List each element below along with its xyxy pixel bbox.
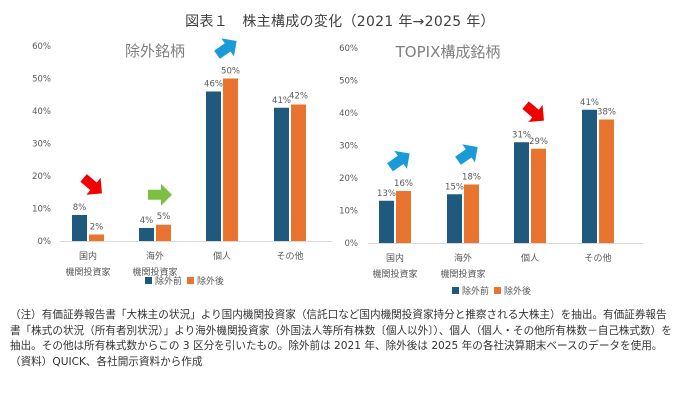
left-chart-bar-after bbox=[89, 234, 104, 241]
source-text: （資料）QUICK、各社開示資料から作成 bbox=[10, 355, 203, 368]
left-chart-bar-before bbox=[139, 228, 154, 241]
right-chart-legend-label: 除外前 bbox=[462, 285, 489, 297]
right-chart-category-label: 国内 bbox=[386, 252, 404, 264]
left-chart-data-label: 50% bbox=[221, 67, 240, 77]
right-chart-data-label: 13% bbox=[377, 189, 396, 199]
left-chart-data-label: 42% bbox=[289, 92, 308, 102]
left-chart-category-label: 海外 bbox=[146, 250, 164, 262]
note-text: （注）有価証券報告書「大株主の状況」より国内機関投資家（信託口など国内機関投資家… bbox=[10, 309, 672, 353]
arrow-down-icon bbox=[80, 174, 102, 195]
left-chart-category-label: 国内 bbox=[79, 250, 97, 262]
right-chart-bar-before bbox=[514, 142, 529, 243]
left-chart-legend-swatch-before bbox=[145, 277, 152, 284]
left-chart-bar-after bbox=[223, 78, 238, 241]
right-chart-ytick-label: 10% bbox=[339, 207, 358, 217]
left-chart-legend-label: 除外後 bbox=[197, 275, 224, 287]
right-chart-ytick-label: 20% bbox=[339, 174, 358, 184]
right-chart-bar-before bbox=[582, 109, 597, 243]
arrow-up-icon bbox=[455, 144, 478, 165]
left-chart-data-label: 8% bbox=[73, 203, 87, 213]
right-chart-data-label: 38% bbox=[597, 108, 616, 118]
left-chart-ytick-label: 0% bbox=[38, 237, 52, 247]
left-chart-category-label: 機関投資家 bbox=[132, 266, 177, 278]
left-chart-legend-swatch-after bbox=[187, 277, 194, 284]
right-chart-ytick-label: 0% bbox=[345, 239, 359, 249]
right-chart-category-label: 個人 bbox=[521, 252, 539, 264]
left-chart-ytick-label: 30% bbox=[32, 140, 51, 150]
right-chart-legend-swatch-after bbox=[494, 287, 501, 294]
left-chart-data-label: 5% bbox=[157, 212, 171, 222]
left-chart-bar-after bbox=[156, 224, 171, 241]
left-chart-ytick-label: 50% bbox=[32, 75, 51, 85]
left-chart-category-label: 個人 bbox=[213, 250, 231, 262]
right-chart-bar-after bbox=[464, 184, 479, 243]
right-chart-ytick-label: 60% bbox=[339, 44, 358, 54]
right-chart-category-label: 海外 bbox=[454, 252, 472, 264]
left-chart-ytick-label: 40% bbox=[32, 107, 51, 117]
left-chart-data-label: 46% bbox=[204, 80, 223, 90]
left-chart-ytick-label: 10% bbox=[32, 205, 51, 215]
right-chart-data-label: 41% bbox=[580, 98, 599, 108]
left-chart-ytick-label: 20% bbox=[32, 172, 51, 182]
left-chart-data-label: 4% bbox=[140, 216, 154, 226]
left-chart-title: 除外銘柄 bbox=[125, 42, 185, 60]
left-chart-bar-after bbox=[291, 104, 306, 241]
right-chart-ytick-label: 30% bbox=[339, 142, 358, 152]
right-chart-title: TOPIX構成銘柄 bbox=[395, 43, 501, 61]
right-chart-data-label: 29% bbox=[529, 137, 548, 147]
arrow-up-icon bbox=[214, 38, 237, 59]
right-chart-data-label: 16% bbox=[394, 179, 413, 189]
right-chart-data-label: 18% bbox=[462, 173, 481, 183]
right-chart-bar-after bbox=[599, 119, 614, 243]
left-chart-category-label: その他 bbox=[276, 250, 303, 262]
right-chart-bar-after bbox=[531, 148, 546, 243]
right-chart-bar-after bbox=[396, 191, 411, 243]
left-chart-bar-before bbox=[72, 215, 87, 241]
left-chart-data-label: 41% bbox=[272, 96, 291, 106]
left-chart-bar-before bbox=[274, 107, 289, 241]
right-chart-category-label: 機関投資家 bbox=[440, 268, 485, 280]
right-chart-category-label: その他 bbox=[584, 252, 611, 264]
right-chart-bar-before bbox=[379, 200, 394, 243]
left-chart-data-label: 2% bbox=[90, 223, 104, 233]
figure-title: 図表１ 株主構成の変化（2021 年→2025 年） bbox=[185, 14, 495, 30]
right-chart-ytick-label: 50% bbox=[339, 77, 358, 87]
arrow-down-icon bbox=[522, 101, 544, 122]
left-chart-ytick-label: 60% bbox=[32, 42, 51, 52]
arrow-up-icon bbox=[387, 150, 410, 172]
right-chart-ytick-label: 40% bbox=[339, 109, 358, 119]
charts-canvas: 除外銘柄 0% 10% 20% 30% 40% 50% 60% 8%2% 国内機関投資家 4% 5% 海… bbox=[32, 38, 643, 297]
right-chart-data-label: 15% bbox=[445, 182, 464, 192]
notes: （注）有価証券報告書「大株主の状況」より国内機関投資家（信託口など国内機関投資家… bbox=[10, 308, 672, 370]
right-chart-data-label: 31% bbox=[512, 130, 531, 140]
left-chart-category-label: 機関投資家 bbox=[65, 266, 110, 278]
right-chart-category-label: 機関投資家 bbox=[372, 268, 417, 280]
arrow-right-icon bbox=[148, 183, 172, 206]
right-chart-legend-label: 除外後 bbox=[504, 285, 531, 297]
right-chart-bar-before bbox=[447, 194, 462, 243]
left-chart-bar-before bbox=[206, 91, 221, 241]
right-chart-legend-swatch-before bbox=[452, 287, 459, 294]
left-chart-legend-label: 除外前 bbox=[155, 275, 182, 287]
